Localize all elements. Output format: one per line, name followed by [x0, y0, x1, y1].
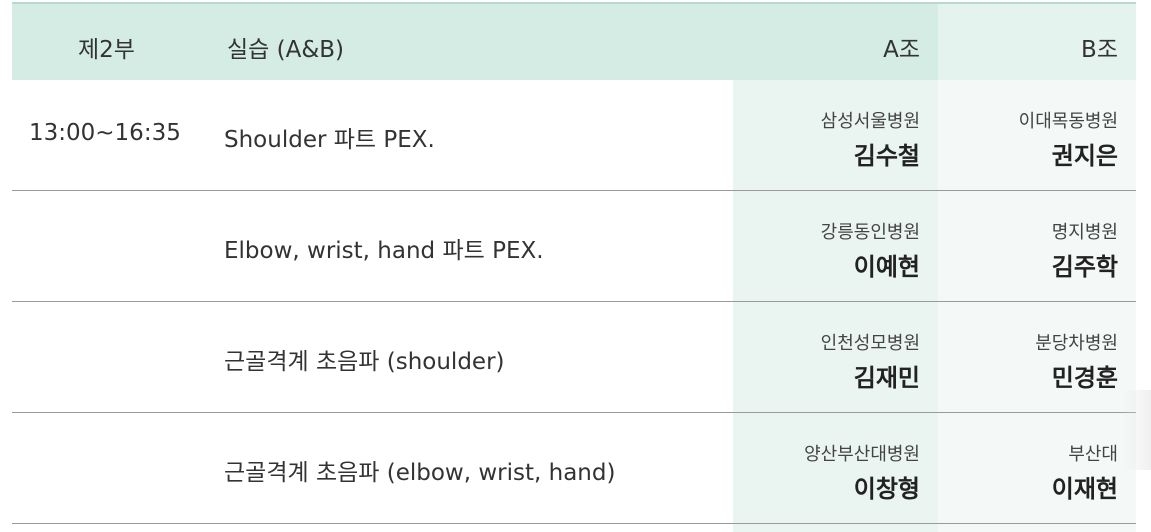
session-title: 근골격계 초음파 (shoulder): [224, 349, 505, 375]
table-top-border: [12, 2, 1136, 4]
group-a-instructor: 이예현: [853, 253, 920, 281]
group-a-hospital: 인천성모병원: [820, 333, 920, 354]
session-title: Shoulder 파트 PEX.: [224, 127, 435, 153]
group-a-hospital: 양산부산대병원: [804, 444, 920, 465]
group-b-instructor: 김주학: [1051, 253, 1118, 281]
row-divider: [12, 523, 1136, 524]
header-part: 제2부: [78, 37, 135, 63]
group-a-instructor: 김재민: [853, 364, 920, 392]
edge-shadow: [1121, 390, 1151, 470]
group-b-hospital: 명지병원: [1051, 222, 1118, 243]
session-title: 근골격계 초음파 (elbow, wrist, hand): [224, 460, 616, 486]
table-row: 13:00~16:35 Shoulder 파트 PEX. 삼성서울병원 김수철 …: [12, 80, 1136, 191]
group-a-hospital: 강릉동인병원: [820, 222, 920, 243]
group-b-hospital: 이대목동병원: [1018, 111, 1118, 132]
group-b-hospital: 부산대: [1068, 444, 1118, 465]
group-a-instructor: 이창형: [853, 475, 920, 503]
header-group-b-background: [938, 4, 1136, 80]
row-divider: [12, 412, 1136, 413]
row-divider: [12, 190, 1136, 191]
table-row: 근골격계 초음파 (shoulder) 인천성모병원 김재민 분당차병원 민경훈: [12, 302, 1136, 413]
group-a-hospital: 삼성서울병원: [820, 111, 920, 132]
header-title: 실습 (A&B): [227, 37, 345, 63]
header-group-a: A조: [883, 37, 920, 63]
group-a-column-background: [733, 80, 938, 532]
table-row: 근골격계 초음파 (elbow, wrist, hand) 양산부산대병원 이창…: [12, 413, 1136, 524]
session-title: Elbow, wrist, hand 파트 PEX.: [224, 238, 544, 264]
group-b-column-background: [938, 80, 1136, 532]
group-a-instructor: 김수철: [853, 142, 920, 170]
row-divider: [12, 301, 1136, 302]
group-b-instructor: 민경훈: [1051, 364, 1118, 392]
session-time: 13:00~16:35: [29, 120, 181, 146]
header-group-b: B조: [1081, 37, 1118, 63]
group-b-instructor: 이재현: [1051, 475, 1118, 503]
table-header: 제2부 실습 (A&B) A조 B조: [12, 4, 1136, 80]
group-b-hospital: 분당차병원: [1035, 333, 1118, 354]
group-b-instructor: 권지은: [1051, 142, 1118, 170]
table-row: Elbow, wrist, hand 파트 PEX. 강릉동인병원 이예현 명지…: [12, 191, 1136, 302]
